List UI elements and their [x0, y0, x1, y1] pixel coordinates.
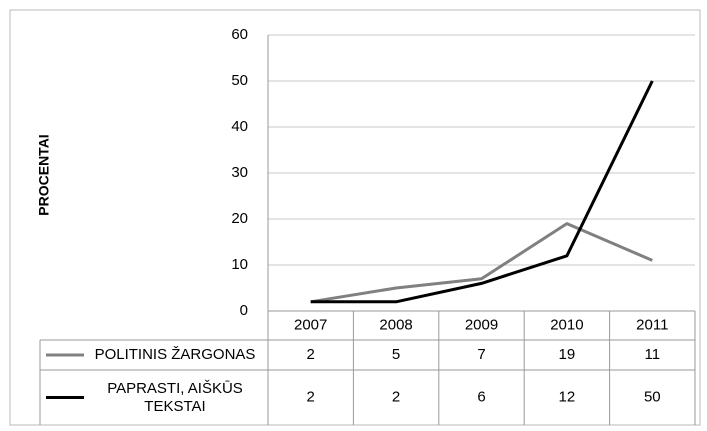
series-line [310, 222, 653, 304]
legend-label: POLITINIS ŽARGONAS [94, 346, 256, 363]
table-value: 2 [307, 388, 315, 405]
x-tick-label: 2011 [636, 316, 668, 333]
table-value: 7 [477, 346, 485, 363]
y-tick-label: 0 [240, 302, 248, 319]
legend-label: PAPRASTI, AIŠKŪS TEKSTAI [107, 379, 243, 415]
table-value: 6 [477, 388, 485, 405]
x-tick-label: 2010 [550, 316, 583, 333]
table-value: 50 [644, 388, 661, 405]
y-tick-label: 50 [231, 72, 248, 89]
series-line [310, 80, 654, 304]
table-value: 2 [307, 346, 315, 363]
y-tick-label: 40 [231, 118, 248, 135]
y-tick-label: 20 [231, 210, 248, 227]
table-value: 19 [559, 346, 576, 363]
table-value: 11 [645, 346, 661, 363]
x-tick-label: 2009 [465, 316, 498, 333]
x-tick-label: 2007 [294, 316, 327, 333]
x-tick-label: 2008 [379, 316, 412, 333]
y-tick-label: 10 [231, 256, 248, 273]
y-tick-label: 30 [231, 164, 248, 181]
chart-border [9, 9, 701, 426]
table-value: 12 [559, 388, 576, 405]
table-value: 5 [392, 346, 400, 363]
y-axis-label: PROCENTAI [36, 134, 52, 215]
y-tick-label: 60 [231, 26, 248, 43]
table-value: 2 [392, 388, 400, 405]
